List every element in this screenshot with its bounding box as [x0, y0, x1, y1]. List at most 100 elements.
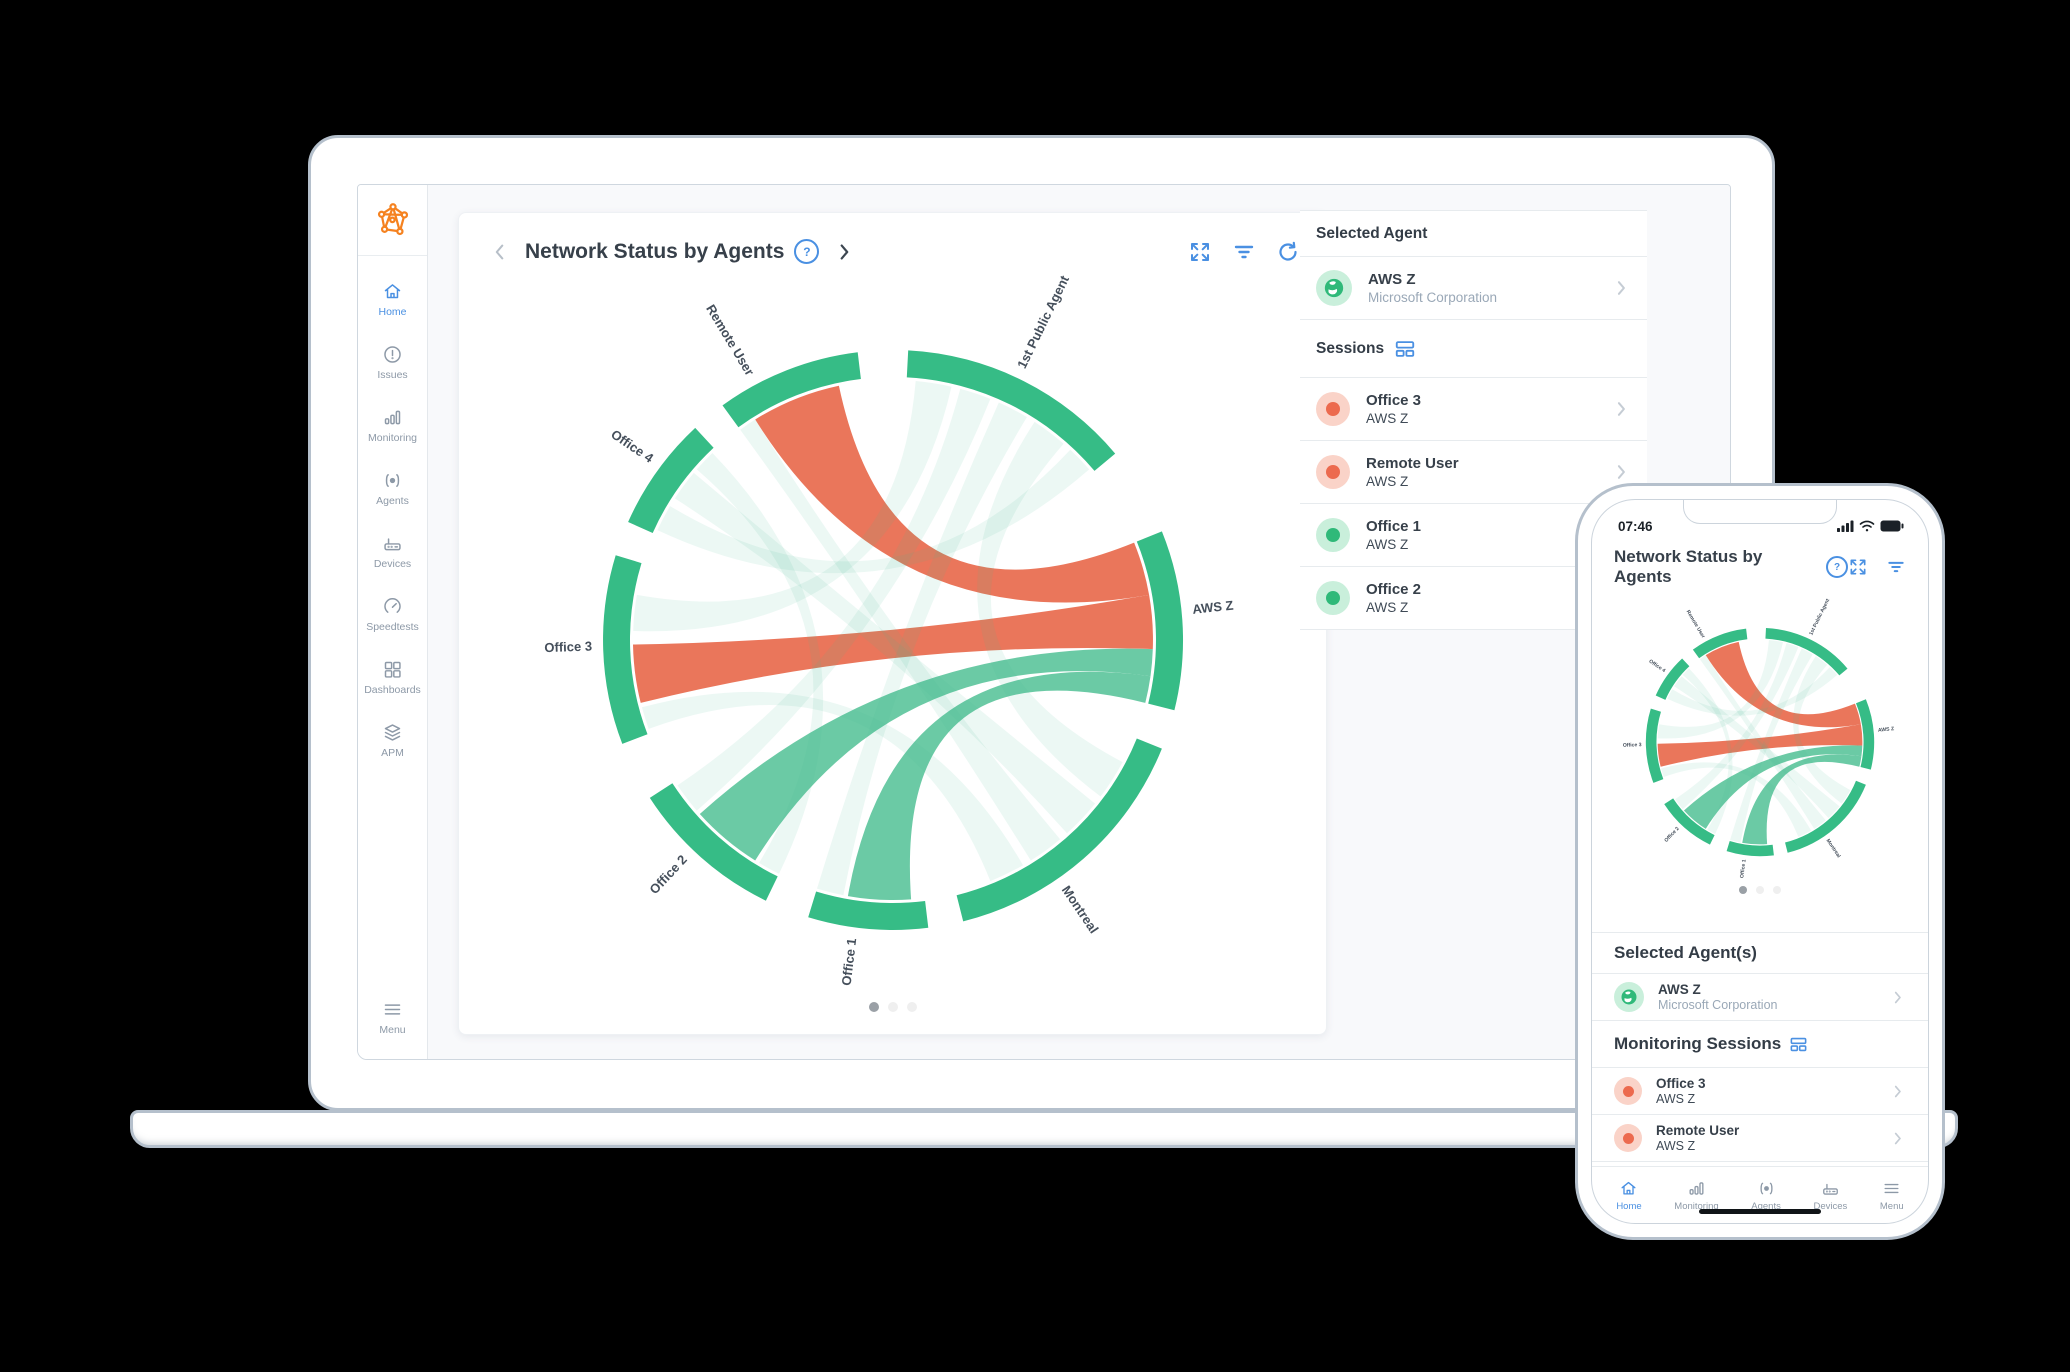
- chord-ribbon[interactable]: [739, 419, 1060, 861]
- chord-arc[interactable]: [1136, 531, 1183, 711]
- phone-nav-devices[interactable]: Devices: [1813, 1179, 1847, 1212]
- pagination-dot[interactable]: [1756, 886, 1764, 894]
- expand-fullscreen-icon[interactable]: [1188, 240, 1212, 264]
- chord-ribbon[interactable]: [1667, 667, 1838, 716]
- phone-status-bar: 07:46: [1592, 500, 1928, 546]
- sidebar-item-dashboards[interactable]: Dashboards: [358, 646, 427, 709]
- chord-arc[interactable]: [1655, 658, 1690, 700]
- refresh-icon[interactable]: [1276, 240, 1300, 264]
- expand-fullscreen-icon[interactable]: [1848, 557, 1868, 577]
- row-chevron[interactable]: [1889, 1083, 1906, 1100]
- chord-ribbon[interactable]: [976, 421, 1123, 797]
- row-chevron[interactable]: [1611, 462, 1631, 482]
- sidebar-nav: Home Issues Monitoring Agents: [358, 256, 427, 772]
- forward-chevron-button[interactable]: [833, 241, 855, 263]
- pagination-dots[interactable]: [459, 1002, 1326, 1012]
- sidebar-item-home[interactable]: Home: [358, 268, 427, 331]
- chord-ribbon[interactable]: [674, 472, 1095, 834]
- chord-ribbon[interactable]: [656, 449, 1089, 574]
- chord-arc[interactable]: [1785, 780, 1866, 853]
- chord-diagram[interactable]: 1st Public Agent AWS Z Montreal Office 1 Off…: [544, 273, 1234, 987]
- chord-ribbon[interactable]: [699, 648, 1153, 861]
- back-chevron-button[interactable]: [489, 241, 511, 263]
- home-icon: [384, 284, 401, 299]
- pagination-dot[interactable]: [868, 1002, 879, 1012]
- phone-pagination-dots[interactable]: [1592, 886, 1928, 894]
- sidebar-item-apm[interactable]: APM: [358, 709, 427, 772]
- network-status-card: Network Status by Agents ? 1st Public Ag…: [458, 212, 1327, 1035]
- chord-ribbon[interactable]: [1742, 754, 1862, 845]
- row-chevron[interactable]: [1611, 399, 1631, 419]
- phone-session-row[interactable]: Office 3 AWS Z: [1592, 1068, 1928, 1115]
- pagination-dot[interactable]: [887, 1002, 898, 1012]
- chord-arc[interactable]: [1765, 627, 1848, 676]
- phone-nav-label: Menu: [1879, 1200, 1904, 1212]
- chord-arc[interactable]: [649, 783, 778, 901]
- phone-nav-label: Monitoring: [1674, 1200, 1719, 1212]
- chord-ribbon[interactable]: [1661, 762, 1812, 837]
- session-row[interactable]: Office 3 AWS Z: [1300, 378, 1647, 441]
- chord-ribbon[interactable]: [1683, 745, 1863, 829]
- chord-arc[interactable]: [627, 427, 714, 533]
- filter-icon[interactable]: [1232, 240, 1256, 264]
- phone-nav-label: Agents: [1751, 1200, 1781, 1212]
- chord-arc[interactable]: [906, 350, 1115, 471]
- chord-arc[interactable]: [1855, 699, 1875, 770]
- chord-diagram-phone[interactable]: 1st Public Agent AWS Z Montreal Office 1 Off…: [1623, 598, 1895, 879]
- pagination-dot[interactable]: [1739, 886, 1747, 894]
- app-logo[interactable]: [358, 185, 427, 256]
- phone-nav-home[interactable]: Home: [1616, 1179, 1642, 1212]
- laptop-device-frame: Home Issues Monitoring Agents: [308, 135, 1775, 1111]
- sidebar-item-monitoring[interactable]: Monitoring: [358, 394, 427, 457]
- chord-arc[interactable]: [1664, 798, 1715, 845]
- chord-arc[interactable]: [807, 891, 928, 930]
- phone-selected-agent-row[interactable]: AWS Z Microsoft Corporation: [1592, 974, 1928, 1021]
- session-row[interactable]: Remote User AWS Z: [1300, 441, 1647, 504]
- chord-arc[interactable]: [1645, 708, 1664, 783]
- chord-ribbon[interactable]: [1730, 648, 1813, 843]
- chord-arc[interactable]: [1692, 628, 1748, 659]
- help-icon[interactable]: ?: [794, 239, 820, 264]
- chord-ribbon[interactable]: [1793, 656, 1851, 804]
- sidebar-item-issues[interactable]: Issues: [358, 331, 427, 394]
- sidebar-item-agents[interactable]: Agents: [358, 457, 427, 520]
- selected-agent-row[interactable]: AWS Z Microsoft Corporation: [1300, 257, 1647, 320]
- phone-selected-agent-title: Selected Agent(s): [1614, 943, 1757, 962]
- phone-nav-agents[interactable]: Agents: [1751, 1179, 1781, 1212]
- row-chevron[interactable]: [1889, 989, 1906, 1006]
- chord-ribbon[interactable]: [1675, 643, 1799, 810]
- session-target: AWS Z: [1366, 411, 1409, 426]
- chord-arc[interactable]: [956, 738, 1162, 922]
- chord-ribbon[interactable]: [1699, 655, 1826, 829]
- sidebar-item-devices[interactable]: Devices: [358, 520, 427, 583]
- sessions-layout-icon[interactable]: [1789, 1035, 1808, 1054]
- sessions-layout-icon[interactable]: [1394, 338, 1416, 360]
- chord-ribbon[interactable]: [1657, 640, 1784, 739]
- row-chevron[interactable]: [1889, 1130, 1906, 1147]
- chord-arc[interactable]: [722, 352, 861, 428]
- chord-ribbon[interactable]: [641, 691, 1023, 882]
- sidebar-item-speedtests[interactable]: Speedtests: [358, 583, 427, 646]
- filter-icon[interactable]: [1886, 557, 1906, 577]
- pagination-dot[interactable]: [1773, 886, 1781, 894]
- chord-ribbon[interactable]: [632, 381, 951, 632]
- chord-ribbon[interactable]: [754, 385, 1149, 603]
- chord-arc[interactable]: [1726, 841, 1774, 857]
- chord-ribbon[interactable]: [1674, 676, 1840, 819]
- home-indicator[interactable]: [1699, 1209, 1821, 1214]
- phone-nav-monitoring[interactable]: Monitoring: [1674, 1179, 1719, 1212]
- phone-session-row[interactable]: Remote User AWS Z: [1592, 1115, 1928, 1162]
- phone-nav-menu[interactable]: Menu: [1880, 1179, 1904, 1212]
- chord-ribbon[interactable]: [847, 671, 1150, 901]
- chord-arc[interactable]: [602, 555, 647, 744]
- pagination-dot[interactable]: [906, 1002, 917, 1012]
- row-chevron[interactable]: [1611, 278, 1631, 298]
- chord-ribbon[interactable]: [677, 388, 990, 811]
- chord-ribbon[interactable]: [632, 594, 1153, 703]
- help-icon[interactable]: ?: [1826, 556, 1848, 578]
- sidebar-item-menu[interactable]: Menu: [358, 986, 427, 1049]
- chord-ribbon[interactable]: [1657, 724, 1863, 767]
- chord-ribbon[interactable]: [816, 402, 1027, 896]
- chord-ribbon[interactable]: [1705, 641, 1861, 728]
